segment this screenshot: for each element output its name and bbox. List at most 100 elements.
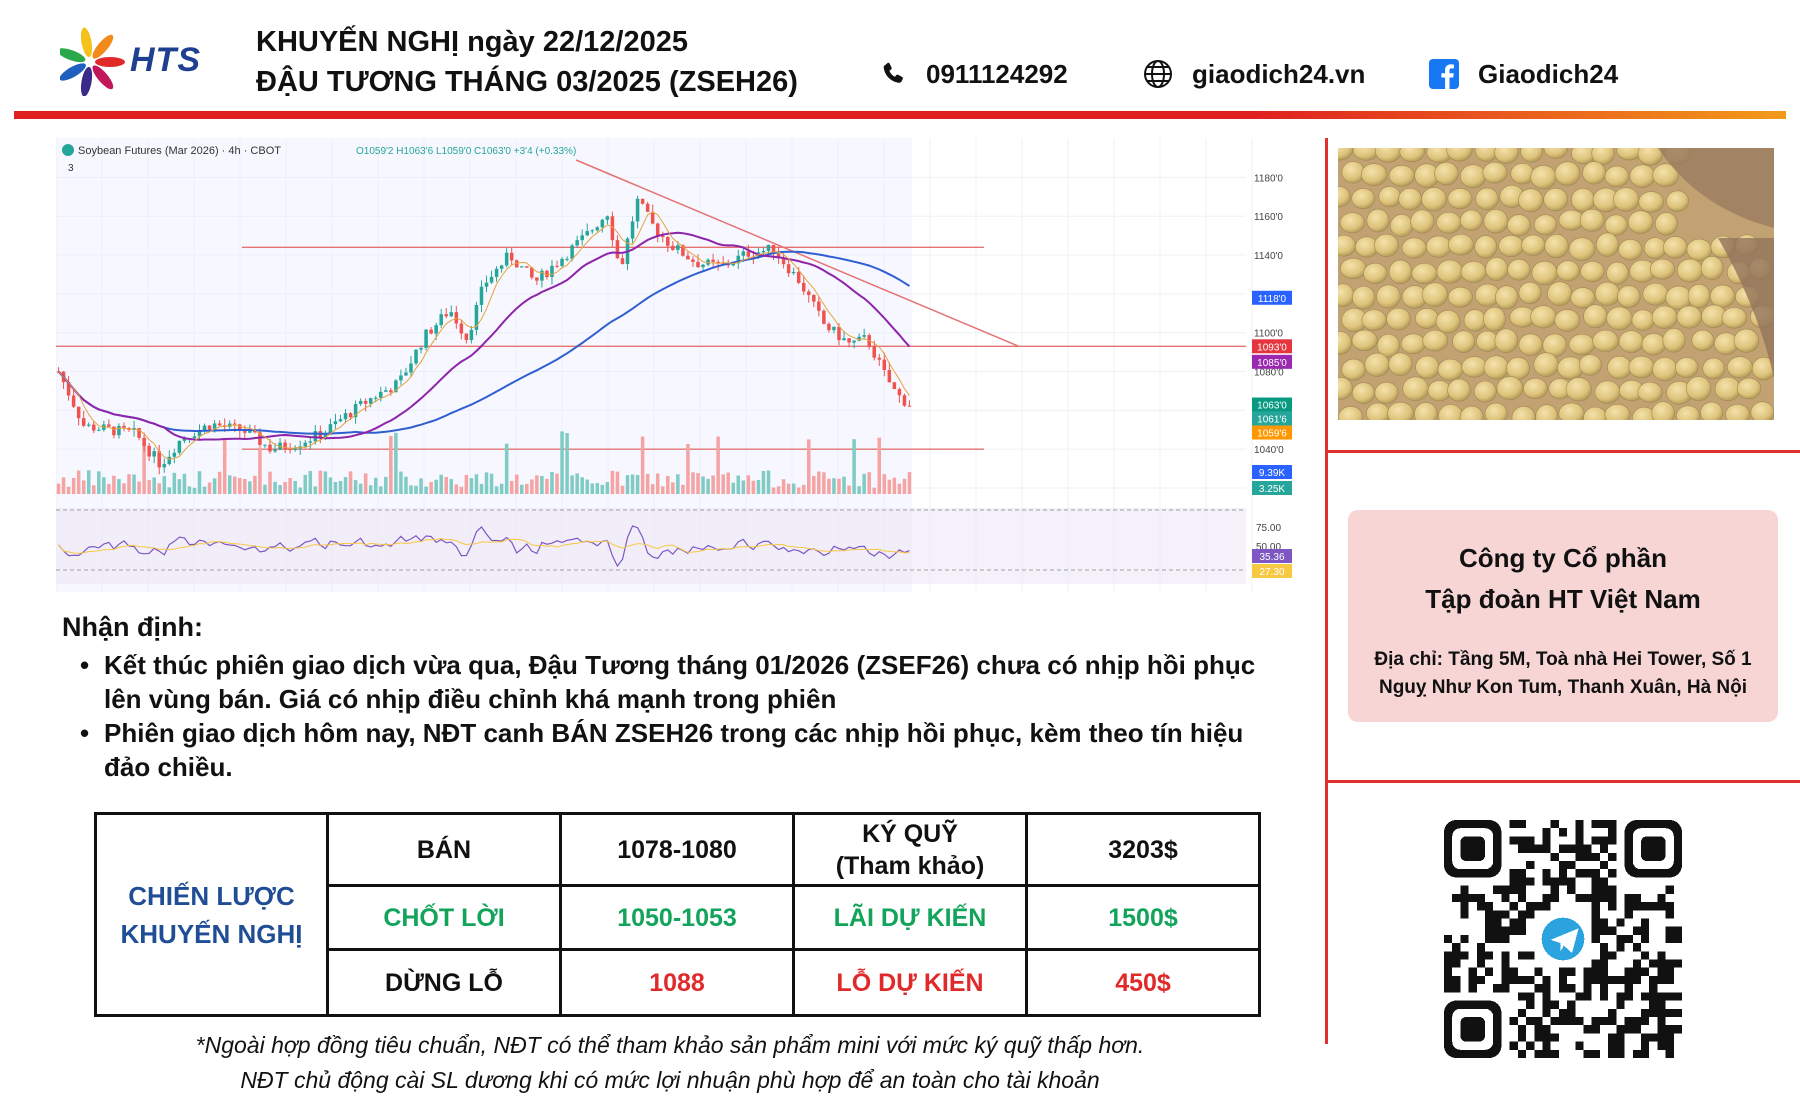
volume-bar [791,483,796,494]
candle-body [358,400,363,404]
volume-bar [540,476,544,494]
candle-body [112,426,116,436]
volume-bar [645,473,650,494]
candle-body [484,282,489,287]
candle-body [605,216,610,220]
volume-bar [358,483,363,494]
volume-bar [127,474,131,494]
volume-bar [570,475,574,494]
candle-body [76,406,81,419]
candle-body [97,429,101,431]
candle-body [459,323,464,334]
volume-bar [499,483,504,494]
volume-bar [751,480,756,494]
volume-bar [212,478,217,494]
price-badge: 1063'0 [1252,397,1292,412]
candle-body [464,333,469,341]
candle-body [580,235,584,241]
rsi-badge: 27.30 [1252,564,1292,578]
candle-body [736,255,741,264]
volume-bar [726,472,730,494]
volume-bar [560,431,564,494]
volume-bar [535,475,539,494]
volume-badge: 9.39K [1252,465,1292,479]
volume-bar [167,487,172,494]
volume-bar [706,478,710,494]
candle-body [535,277,539,281]
candle-body [197,430,202,437]
candle-body [258,432,262,445]
volume-bar [796,487,801,494]
volume-bar [66,486,71,494]
volume-bar [353,480,358,494]
volume-bar [590,483,595,494]
price-tick-label: 1160'0 [1254,212,1283,223]
candle-body [545,270,549,278]
candle-body [686,255,690,260]
sell-price: 1078-1080 [559,812,795,887]
volume-bar [625,475,630,494]
volume-bar [363,473,368,494]
contact-phone[interactable]: 0911124292 [880,58,1068,90]
company-info-card: Công ty Cổ phần Tập đoàn HT Việt Nam Địa… [1348,510,1778,722]
candle-body [837,326,841,341]
candle-body [157,451,161,468]
candle-body [434,325,438,334]
volume-bar [429,482,433,494]
volume-bar [97,471,101,494]
volume-bar [600,484,605,494]
contact-website[interactable]: giaodich24.vn [1142,58,1365,90]
volume-bar [373,477,378,494]
volume-bar [630,474,635,494]
candle-body [776,253,781,259]
candle-body [268,444,272,452]
candle-body [348,413,353,418]
candle-body [817,301,821,311]
volume-bar [454,484,459,494]
volume-bar [177,479,182,494]
footnote-mini-contract: *Ngoài hợp đồng tiêu chuẩn, NĐT có thể t… [195,1032,1145,1058]
candle-body [570,245,574,259]
volume-bar [867,472,871,494]
candle-body [232,423,237,425]
volume-bar [686,443,690,494]
candle-body [419,347,423,350]
candle-body [827,323,831,331]
candle-body [701,264,705,268]
globe-icon [1144,60,1172,88]
volume-bar [666,475,670,494]
qr-finder-top-right [1624,820,1682,878]
volume-bar [379,486,383,494]
hts-flower-icon [60,27,125,96]
assessment-item: Kết thúc phiên giao dịch vừa qua, Đậu Tư… [80,648,1280,716]
price-tick-label: 1040'0 [1254,445,1284,456]
qr-finder-top-left [1444,820,1502,878]
volume-bar [162,476,167,494]
volume-bar [882,474,887,494]
candle-body [107,424,111,427]
volume-bar [293,480,297,494]
assessment-item: Phiên giao dịch hôm nay, NĐT canh BÁN ZS… [80,716,1280,784]
volume-bar [404,476,408,494]
candle-body [595,227,600,231]
volume-bar [822,472,826,494]
volume-bar [469,478,474,494]
volume-bar [288,478,292,494]
volume-bar [343,477,348,494]
candle-body [630,221,635,239]
volume-bar [827,478,831,494]
candle-body [635,198,640,222]
candle-body [530,267,534,278]
candle-body [504,252,509,266]
telegram-qr-code[interactable] [1444,820,1682,1058]
rsi-badge: 35.36 [1252,549,1292,563]
volume-bar [479,483,484,494]
volume-bar [384,476,388,494]
volume-bar [842,476,846,494]
candle-body [741,251,746,256]
company-name: Công ty Cổ phần Tập đoàn HT Việt Nam [1348,538,1778,620]
contact-facebook[interactable]: Giaodich24 [1428,58,1618,90]
volume-bar [832,478,836,494]
volume-bar [504,443,509,494]
volume-bar [197,471,202,494]
